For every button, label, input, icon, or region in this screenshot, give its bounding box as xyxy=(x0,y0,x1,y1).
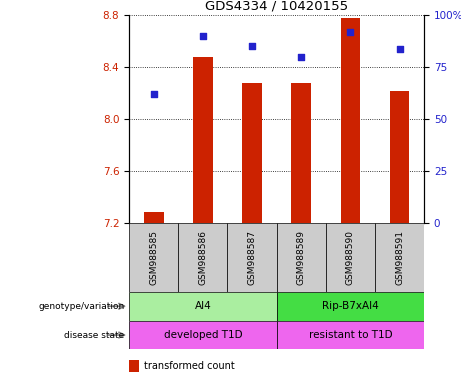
Bar xyxy=(129,292,277,321)
Text: developed T1D: developed T1D xyxy=(164,330,242,340)
Text: GSM988589: GSM988589 xyxy=(297,230,306,285)
Bar xyxy=(277,321,424,349)
Text: GSM988585: GSM988585 xyxy=(149,230,158,285)
Point xyxy=(347,29,354,35)
Bar xyxy=(341,18,360,223)
Text: GSM988591: GSM988591 xyxy=(395,230,404,285)
Text: disease state: disease state xyxy=(64,331,124,339)
Text: GSM988590: GSM988590 xyxy=(346,230,355,285)
Bar xyxy=(193,57,213,223)
Point xyxy=(297,54,305,60)
Bar xyxy=(129,360,139,372)
Title: GDS4334 / 10420155: GDS4334 / 10420155 xyxy=(205,0,348,13)
Text: AI4: AI4 xyxy=(195,301,211,311)
Bar xyxy=(326,223,375,292)
Text: resistant to T1D: resistant to T1D xyxy=(308,330,392,340)
Bar xyxy=(129,223,178,292)
Bar xyxy=(277,292,424,321)
Point xyxy=(248,43,256,50)
Bar xyxy=(277,223,326,292)
Bar xyxy=(291,83,311,223)
Bar xyxy=(144,212,164,223)
Text: GSM988586: GSM988586 xyxy=(198,230,207,285)
Point xyxy=(150,91,157,97)
Bar xyxy=(227,223,277,292)
Bar xyxy=(390,91,409,223)
Text: Rip-B7xAI4: Rip-B7xAI4 xyxy=(322,301,379,311)
Bar xyxy=(129,321,277,349)
Bar xyxy=(178,223,227,292)
Bar xyxy=(242,83,262,223)
Point xyxy=(396,45,403,51)
Text: transformed count: transformed count xyxy=(144,361,235,371)
Point xyxy=(199,33,207,39)
Text: GSM988587: GSM988587 xyxy=(248,230,256,285)
Bar xyxy=(375,223,424,292)
Text: genotype/variation: genotype/variation xyxy=(38,302,124,311)
